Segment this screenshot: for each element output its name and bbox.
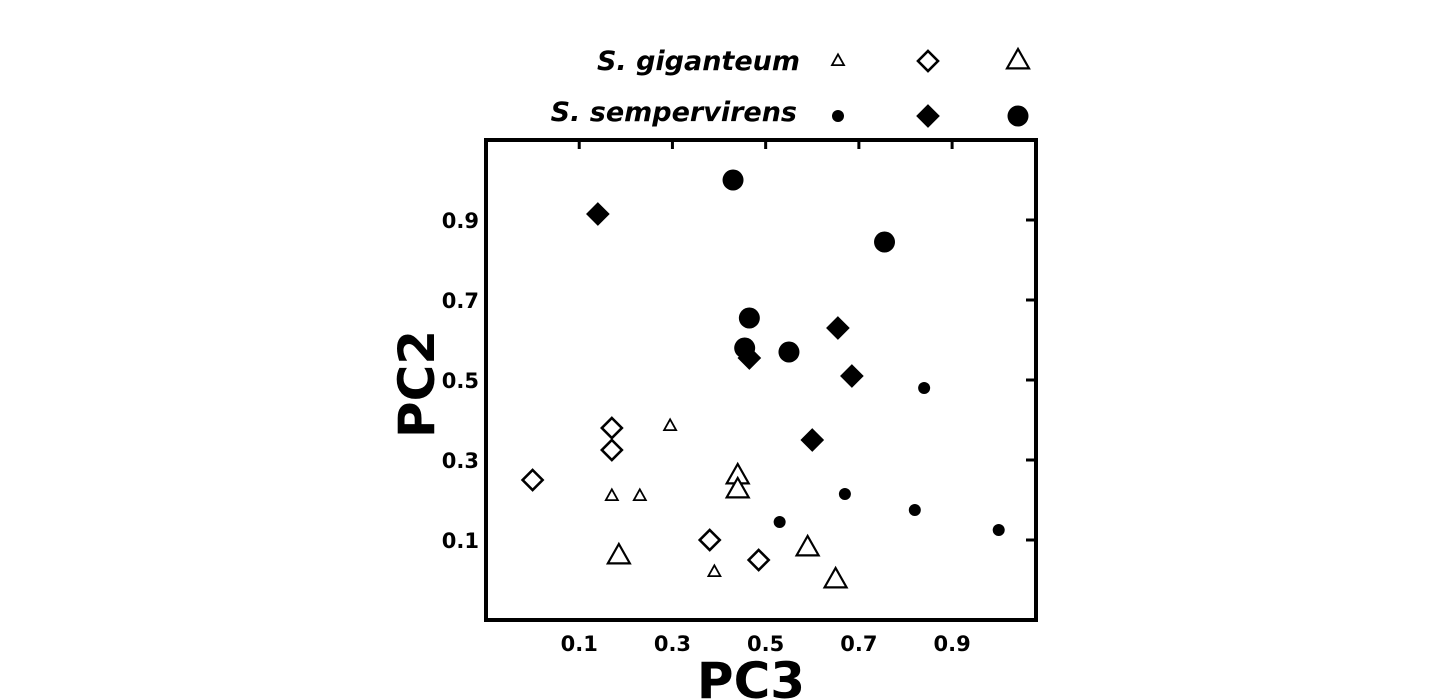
data-point [600,416,624,440]
data-point [734,337,756,359]
data-point [662,417,678,432]
data-point [520,468,545,492]
y-tick-label: 0.9 [442,209,479,233]
y-tick-label: 0.7 [442,289,479,313]
data-point [697,528,722,552]
legend-label-sempervirens: S. sempervirens [551,97,797,128]
legend-marker [916,104,940,128]
data-point [838,488,851,500]
data-point [840,364,864,388]
data-point [822,565,849,589]
data-point [706,563,722,578]
data-point [778,341,800,363]
data-point [992,524,1005,536]
data-point [600,438,624,462]
legend-label-giganteum: S. giganteum [597,46,800,77]
data-point [746,548,771,572]
data-point [794,533,821,557]
data-point [773,516,786,528]
data-point [826,316,850,340]
data-point [605,541,632,565]
legend-marker [832,110,844,122]
legend-marker [1005,46,1031,70]
data-points [520,169,1005,589]
x-tick-label: 0.3 [654,632,691,656]
y-tick-label: 0.1 [442,529,479,553]
legend-marker [830,52,846,67]
data-point [918,382,931,394]
data-point [908,504,921,516]
legend-markers [830,46,1031,128]
data-point [604,487,620,502]
data-point [874,231,896,253]
x-axis-title: PC3 [697,652,805,699]
legend: S. giganteum S. sempervirens [551,46,1031,128]
data-point [738,307,760,329]
data-point [724,475,751,499]
plot-area-frame [484,138,1038,622]
x-tick-label: 0.1 [561,632,598,656]
legend-marker [916,49,940,73]
data-point [632,487,648,502]
data-point [722,169,744,191]
data-point [586,202,610,226]
y-axis-ticks: 0.1 0.3 0.5 0.7 0.9 [442,209,1036,553]
y-tick-label: 0.5 [442,369,479,393]
y-tick-label: 0.3 [442,449,479,473]
x-axis-ticks: 0.1 0.3 0.5 0.7 0.9 [561,140,971,656]
legend-marker [1007,105,1029,127]
data-point [800,428,825,452]
y-axis-title: PC2 [388,330,446,438]
x-tick-label: 0.9 [934,632,971,656]
x-tick-label: 0.7 [840,632,877,656]
x-tick-label: 0.5 [747,632,784,656]
